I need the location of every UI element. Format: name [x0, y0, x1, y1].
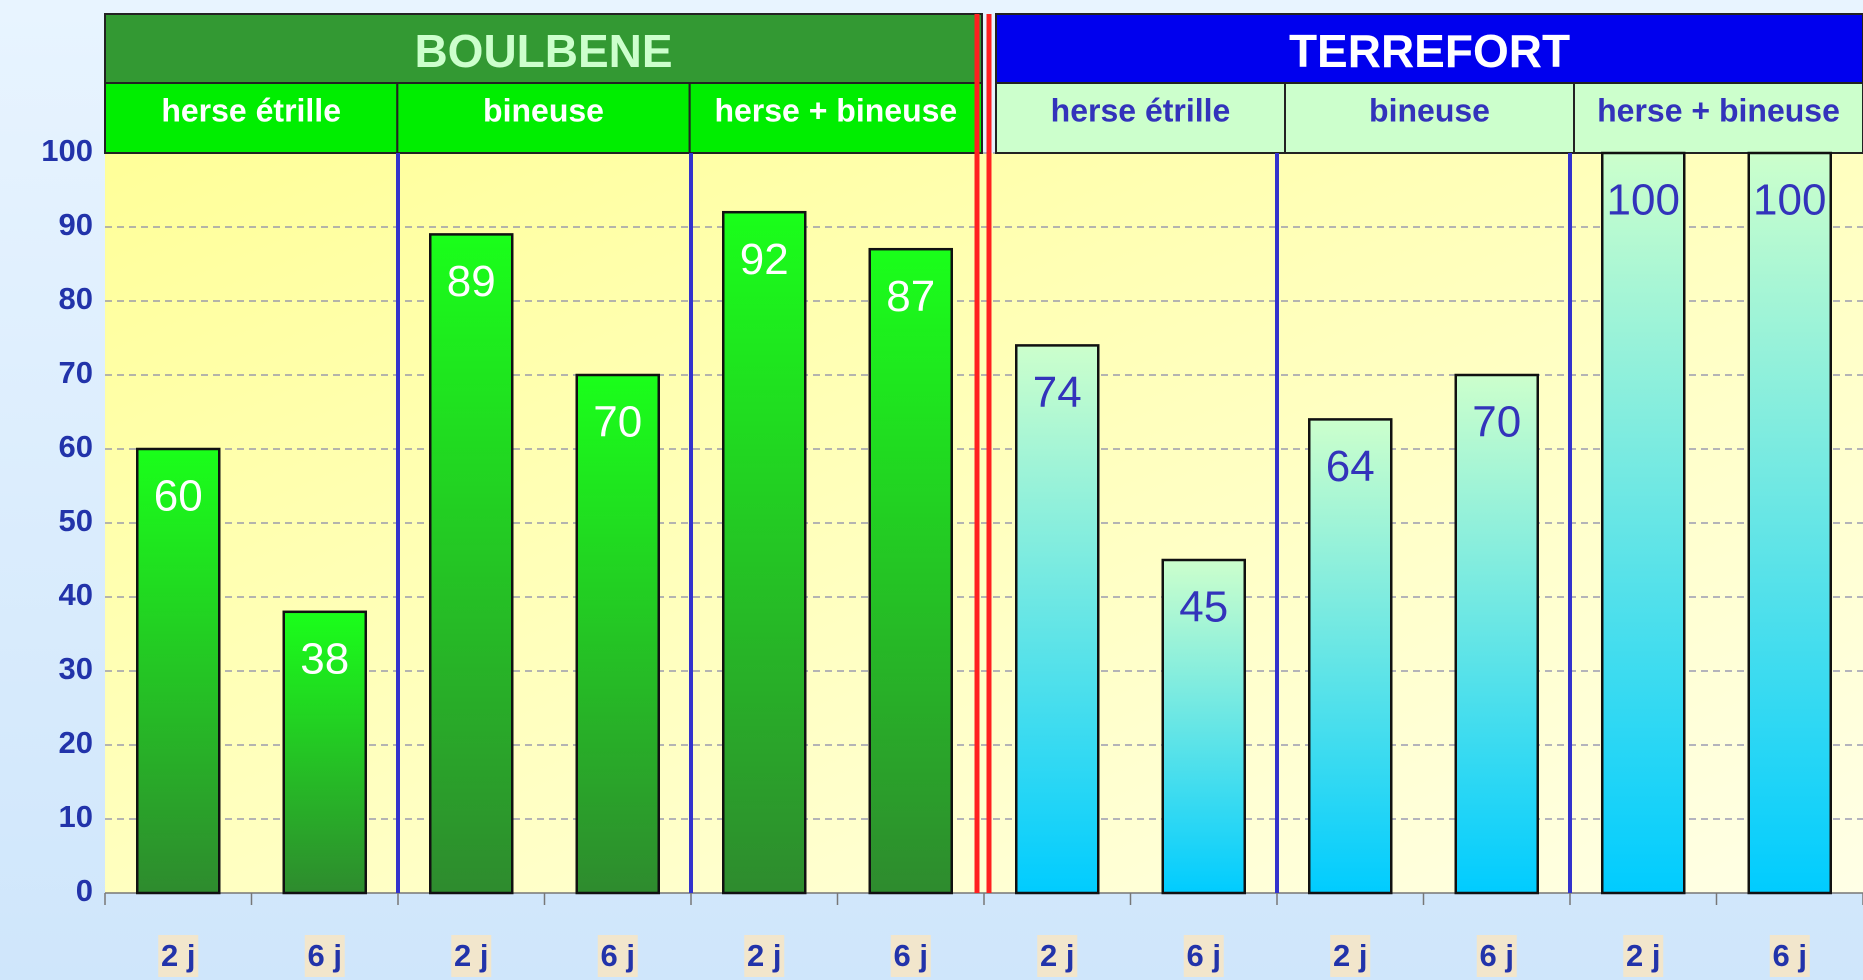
x-label-box	[1769, 935, 1810, 977]
y-tick-label: 10	[59, 799, 93, 834]
y-tick-label: 50	[59, 503, 93, 538]
x-label-box	[1183, 935, 1224, 977]
x-label-box	[1623, 935, 1664, 977]
bar	[1454, 373, 1539, 895]
data-label: 70	[1472, 398, 1521, 447]
bar	[722, 210, 807, 895]
y-tick-label: 0	[76, 873, 93, 908]
x-label-box	[890, 935, 931, 977]
bar	[1308, 418, 1393, 895]
y-tick-label: 80	[59, 281, 93, 316]
data-label: 100	[1607, 176, 1680, 225]
subgroup-header	[104, 82, 399, 154]
data-label: 74	[1033, 368, 1082, 417]
subgroup-title: herse étrille	[161, 92, 341, 128]
data-label: 100	[1753, 176, 1826, 225]
x-tick-label: 6 j	[601, 938, 635, 973]
y-tick-label: 20	[59, 725, 93, 760]
x-tick-label: 2 j	[454, 938, 488, 973]
x-tick-label: 6 j	[1480, 938, 1514, 973]
subgroup-title: herse étrille	[1051, 92, 1231, 128]
subgroup-header	[688, 82, 984, 154]
group-title: TERREFORT	[1289, 25, 1570, 77]
y-tick-label: 60	[59, 429, 93, 464]
data-label: 89	[447, 257, 496, 306]
y-tick-label: 100	[41, 133, 93, 168]
x-label-box	[1476, 935, 1517, 977]
x-label-box	[1330, 935, 1371, 977]
y-tick-label: 40	[59, 577, 93, 612]
x-label-box	[304, 935, 345, 977]
x-tick-label: 2 j	[161, 938, 195, 973]
bar	[429, 233, 514, 895]
x-tick-label: 6 j	[1773, 938, 1807, 973]
bar	[1161, 558, 1246, 895]
x-label-box	[1037, 935, 1078, 977]
data-label: 60	[154, 472, 203, 521]
subgroup-title: herse + bineuse	[714, 92, 957, 128]
subgroup-header	[396, 82, 691, 154]
group-header	[104, 13, 983, 84]
data-label: 92	[740, 235, 789, 284]
x-label-box	[451, 935, 492, 977]
y-tick-label: 70	[59, 355, 93, 390]
bar	[868, 247, 953, 895]
x-tick-label: 6 j	[308, 938, 342, 973]
data-label: 45	[1179, 583, 1228, 632]
data-label: 38	[300, 634, 349, 683]
bar	[575, 373, 660, 895]
data-label: 87	[886, 272, 935, 321]
x-tick-label: 6 j	[894, 938, 928, 973]
bar	[282, 610, 367, 895]
bar	[1015, 344, 1100, 895]
x-label-box	[158, 935, 199, 977]
bar	[1747, 151, 1832, 895]
x-tick-label: 2 j	[1333, 938, 1367, 973]
group-title: BOULBENE	[414, 25, 672, 77]
subgroup-header	[995, 82, 1286, 154]
x-label-box	[597, 935, 638, 977]
subgroup-title: bineuse	[1369, 92, 1490, 128]
bar	[136, 447, 221, 895]
data-label: 64	[1326, 442, 1375, 491]
subgroup-title: bineuse	[483, 92, 604, 128]
y-tick-label: 30	[59, 651, 93, 686]
bar	[1601, 151, 1686, 895]
y-tick-label: 90	[59, 207, 93, 242]
subgroup-header	[1573, 82, 1863, 154]
x-label-box	[744, 935, 785, 977]
data-label: 70	[593, 398, 642, 447]
x-tick-label: 2 j	[747, 938, 781, 973]
x-tick-label: 2 j	[1040, 938, 1074, 973]
x-tick-label: 6 j	[1187, 938, 1221, 973]
subgroup-title: herse + bineuse	[1597, 92, 1840, 128]
x-tick-label: 2 j	[1626, 938, 1660, 973]
